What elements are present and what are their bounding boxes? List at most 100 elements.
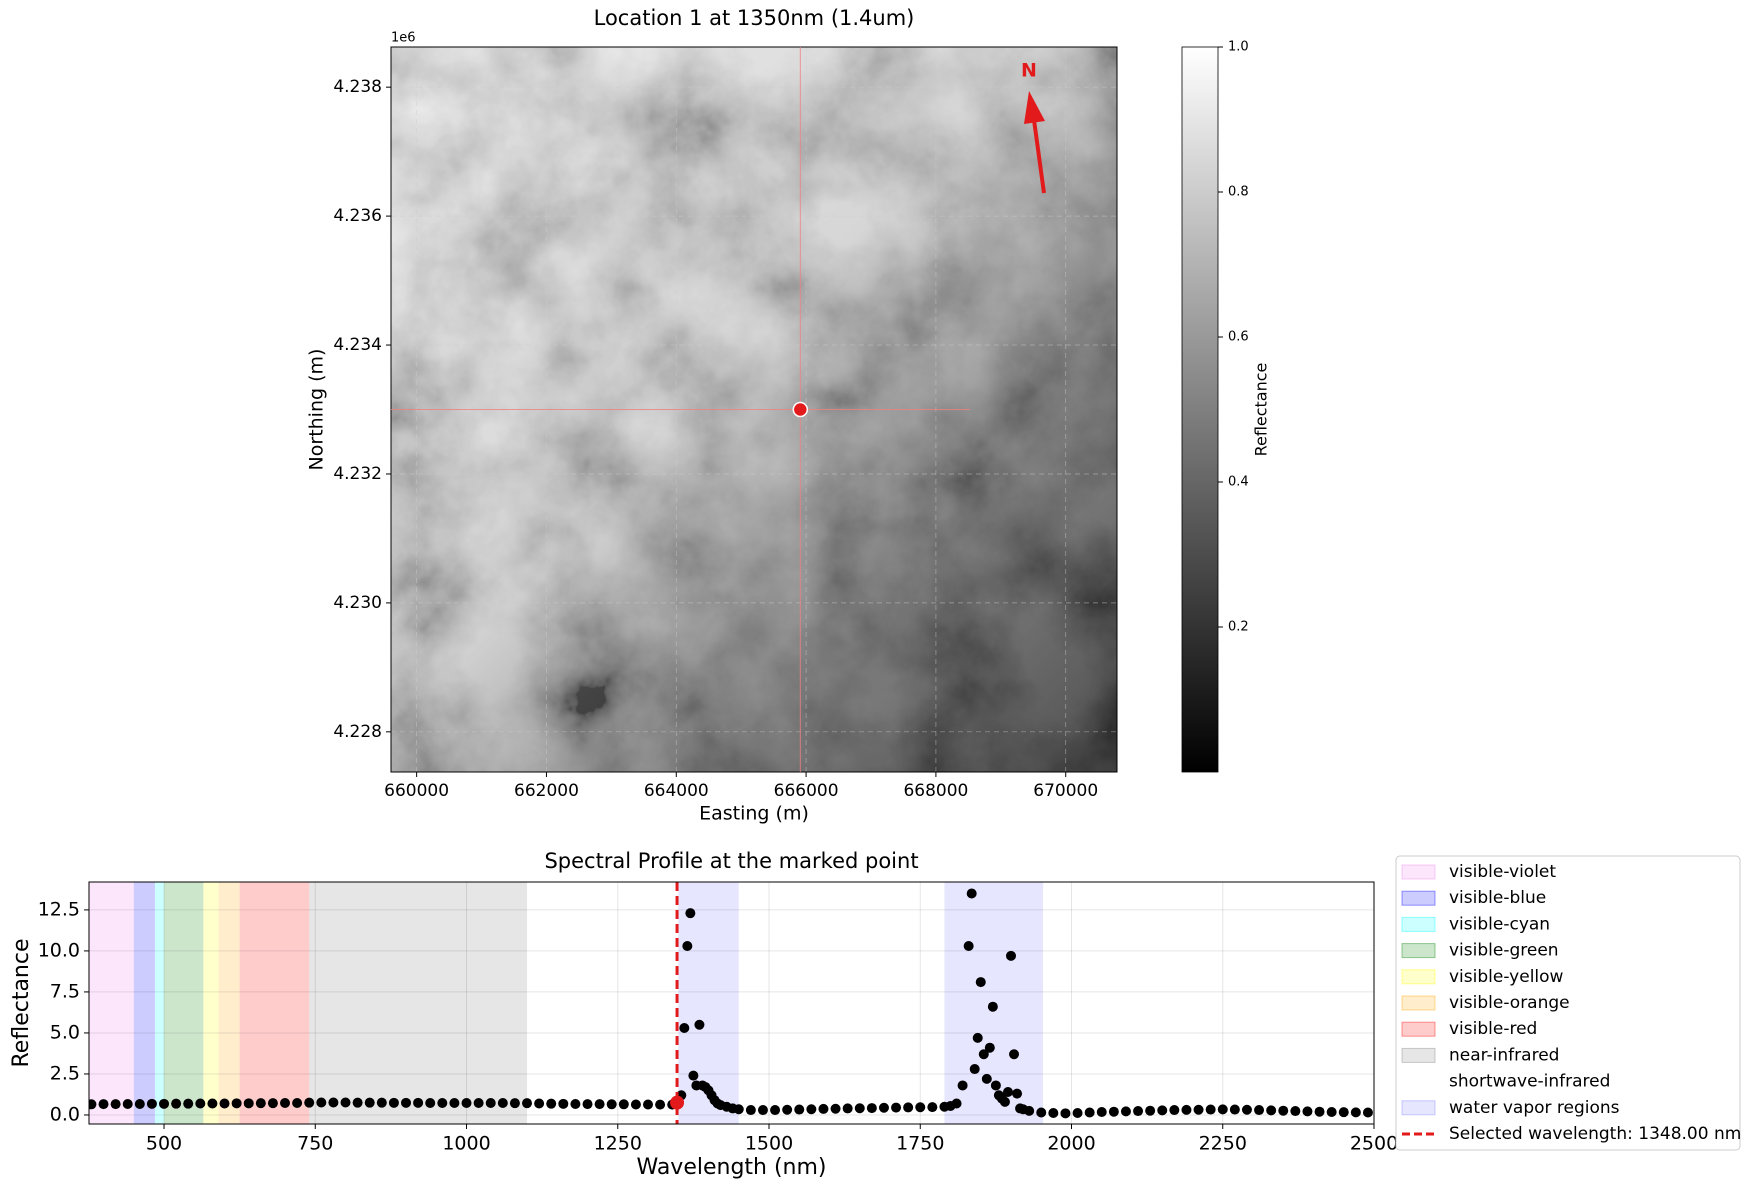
data-point	[818, 1103, 829, 1114]
data-point	[546, 1098, 557, 1109]
data-point	[401, 1097, 412, 1108]
data-point	[1314, 1106, 1325, 1117]
data-point	[866, 1103, 877, 1114]
data-point	[522, 1098, 533, 1109]
data-point	[842, 1103, 853, 1114]
x-tick-label: 2500	[1350, 1133, 1398, 1155]
legend-swatch	[1401, 1100, 1436, 1116]
data-point	[1060, 1108, 1071, 1119]
data-point	[231, 1098, 242, 1109]
data-point	[957, 1080, 968, 1091]
y-tick-label: 10.0	[38, 939, 80, 961]
legend-label: shortwave-infrared	[1449, 1072, 1610, 1092]
data-point	[1048, 1108, 1059, 1119]
data-point	[159, 1098, 170, 1109]
data-point	[1002, 1087, 1013, 1098]
data-point	[745, 1105, 756, 1116]
spectral-plot	[89, 882, 1374, 1124]
x-tick-label: 750	[297, 1133, 333, 1155]
data-point	[1024, 1105, 1035, 1116]
legend-label: near-infrared	[1449, 1045, 1559, 1065]
data-point	[449, 1097, 460, 1108]
data-point	[304, 1097, 315, 1108]
data-point	[618, 1099, 629, 1110]
data-point	[388, 1097, 399, 1108]
data-point	[98, 1099, 109, 1110]
offset-label: 1e6	[391, 31, 416, 46]
band	[309, 882, 528, 1124]
data-point	[1036, 1107, 1047, 1118]
legend-swatch	[1401, 943, 1436, 959]
legend-swatch	[1401, 890, 1436, 906]
y-tick-label: 5.0	[50, 1021, 80, 1043]
data-point	[243, 1098, 254, 1109]
data-point	[1157, 1105, 1168, 1116]
chart-layer: 660000 662000 664000 666000 668000 670000 4.22…	[9, 6, 1741, 1180]
data-point	[437, 1097, 448, 1108]
data-point	[1302, 1106, 1313, 1117]
data-point	[951, 1098, 962, 1109]
data-point	[89, 1099, 97, 1110]
data-point	[364, 1097, 375, 1108]
data-point	[1084, 1107, 1095, 1118]
data-point	[655, 1099, 666, 1110]
data-point	[733, 1104, 744, 1115]
data-point	[981, 1073, 992, 1084]
data-point	[146, 1098, 157, 1109]
legend-label: Selected wavelength: 1348.00 nm	[1449, 1124, 1741, 1144]
data-point	[1278, 1105, 1289, 1116]
y-tick-label: 4.232	[333, 464, 382, 484]
data-point	[927, 1102, 938, 1113]
data-point	[1108, 1106, 1119, 1117]
legend-swatch	[1401, 969, 1436, 985]
band	[203, 882, 219, 1124]
legend-label: visible-yellow	[1449, 967, 1564, 987]
chart-title: Spectral Profile at the marked point	[544, 849, 918, 873]
data-point	[854, 1103, 865, 1114]
data-point	[694, 1019, 705, 1030]
data-point	[1072, 1108, 1083, 1119]
data-point	[975, 977, 986, 988]
legend-swatch	[1401, 995, 1436, 1011]
data-point	[280, 1097, 291, 1108]
x-tick-label: 1500	[745, 1133, 793, 1155]
data-point	[461, 1097, 472, 1108]
x-tick-label: 2250	[1199, 1133, 1247, 1155]
x-tick-label: 664000	[644, 781, 709, 801]
legend-label: visible-blue	[1449, 888, 1546, 908]
data-point	[316, 1097, 327, 1108]
data-point	[1254, 1105, 1265, 1116]
band	[527, 882, 1374, 1124]
north-label: N	[1021, 60, 1037, 82]
data-point	[509, 1098, 520, 1109]
data-point	[978, 1049, 989, 1060]
x-tick-label: 1750	[896, 1133, 944, 1155]
y-tick-label: 4.228	[333, 722, 382, 742]
band	[164, 882, 204, 1124]
legend-swatch	[1401, 916, 1436, 932]
y-tick-label: 4.236	[333, 206, 382, 226]
data-point	[794, 1104, 805, 1115]
data-point	[966, 888, 977, 899]
band	[89, 882, 134, 1124]
data-point	[878, 1102, 889, 1113]
x-tick-label: 2000	[1047, 1133, 1095, 1155]
data-point	[770, 1105, 781, 1116]
data-point	[425, 1097, 436, 1108]
data-point	[1338, 1107, 1349, 1118]
north-arrow	[1032, 119, 1046, 194]
y-tick-label: 2.5	[50, 1062, 80, 1084]
selected-point	[670, 1095, 685, 1110]
colorbar-label: Reflectance	[1252, 363, 1271, 457]
data-point	[582, 1099, 593, 1110]
data-point	[1009, 1049, 1020, 1060]
data-point	[984, 1042, 995, 1053]
data-point	[1006, 950, 1017, 961]
y-tick-label: 7.5	[50, 980, 80, 1002]
y-tick-label: 12.5	[38, 898, 80, 920]
data-point	[1012, 1088, 1023, 1099]
legend-label: visible-violet	[1449, 862, 1556, 882]
data-point	[558, 1098, 569, 1109]
data-point	[352, 1097, 363, 1108]
y-tick-label: 0.0	[50, 1103, 80, 1125]
